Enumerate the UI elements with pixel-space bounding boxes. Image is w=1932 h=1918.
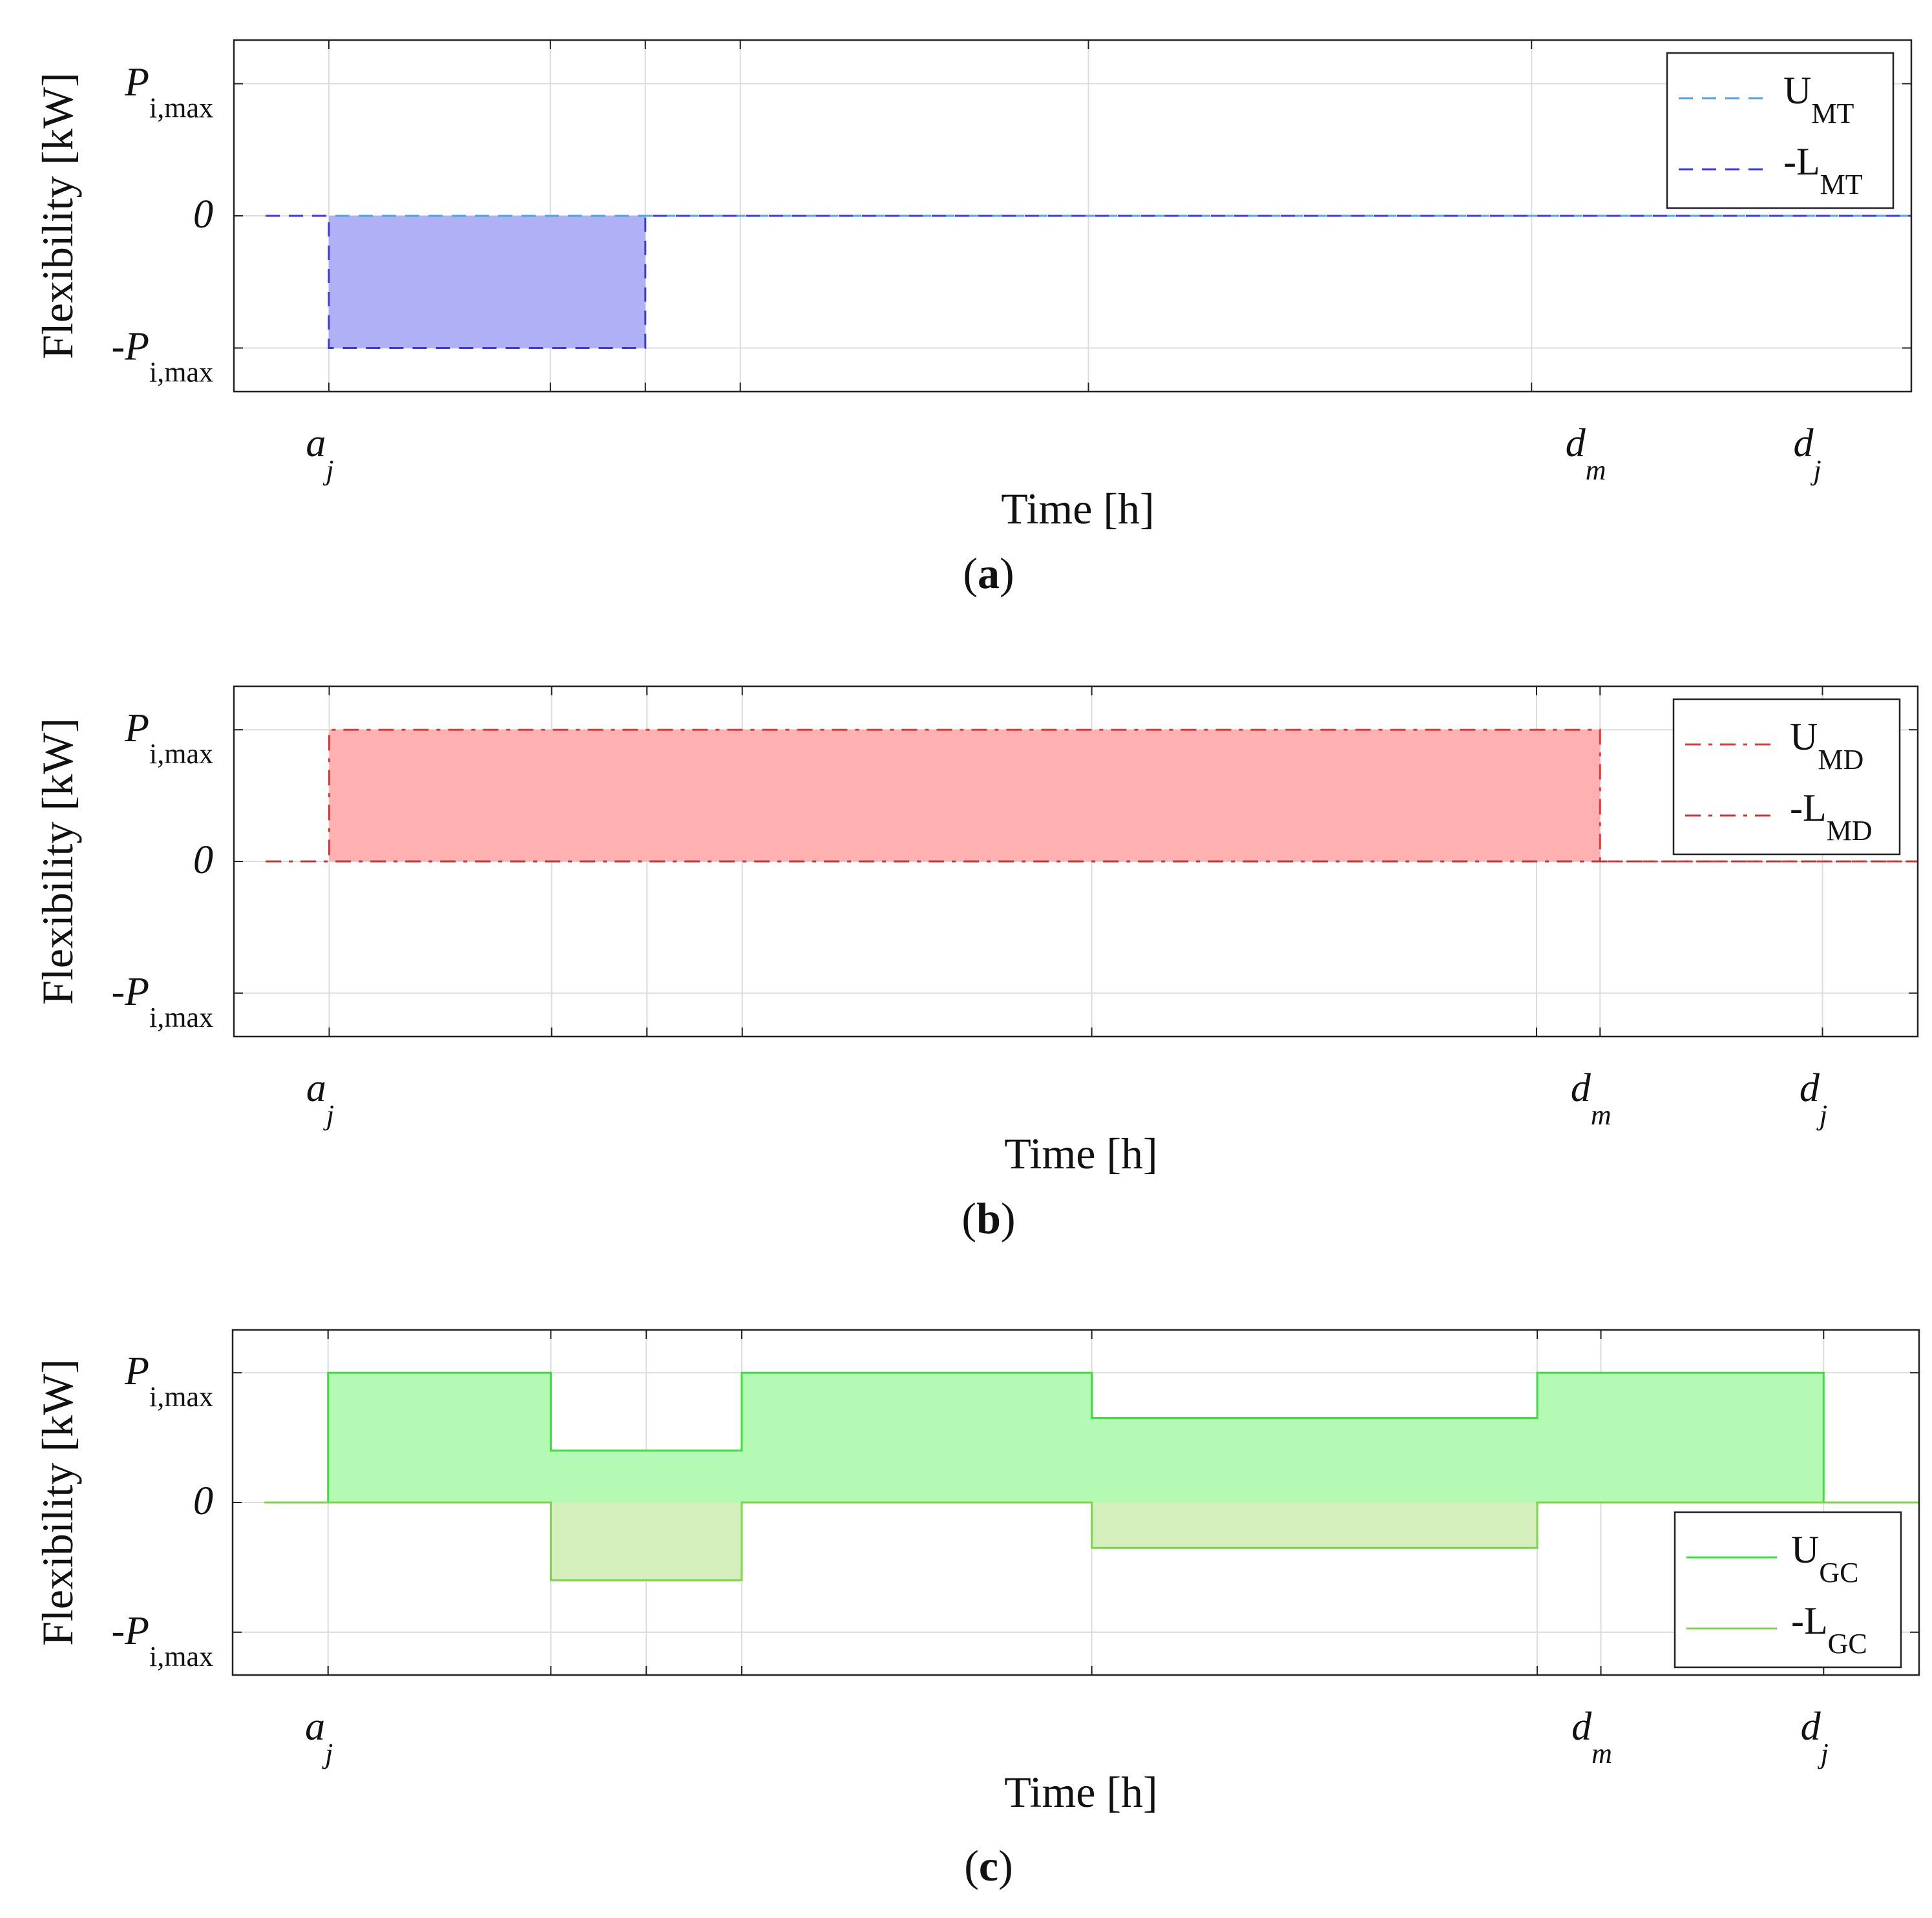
x-tick-label: dm bbox=[1566, 421, 1606, 486]
x-tick-label: dm bbox=[1571, 1066, 1612, 1131]
x-tick-label: aj bbox=[306, 421, 333, 486]
y-tick-label: Pi,max bbox=[124, 1349, 213, 1413]
plot-frame bbox=[233, 39, 1913, 393]
x-axis-title: Time [h] bbox=[1004, 1129, 1157, 1178]
y-tick-label: 0 bbox=[193, 193, 213, 237]
chart-panel-c: Pi,max 0 -Pi,max aj dm dj Time [h] Flexibility … bbox=[33, 1329, 1920, 1890]
legend-label: -LMD bbox=[1790, 786, 1873, 847]
plot-frame bbox=[231, 1329, 1920, 1676]
legend: UMT -LMT bbox=[1666, 52, 1895, 209]
panel-label: (a) bbox=[963, 549, 1014, 598]
chart-panel-a: Pi,max 0 -Pi,max aj dm dj Time [h] Flexibility … bbox=[33, 39, 1913, 598]
x-axis-title: Time [h] bbox=[1001, 484, 1154, 533]
y-axis-title: Flexibility [kW] bbox=[33, 718, 82, 1005]
series-line-c-0 bbox=[264, 1371, 1919, 1504]
legend-label: -LGC bbox=[1791, 1599, 1867, 1660]
series-line-a-1 bbox=[265, 215, 1911, 350]
legend-label: UGC bbox=[1791, 1528, 1858, 1588]
legend-label: -LMT bbox=[1783, 140, 1863, 200]
x-tick-label: dj bbox=[1801, 1705, 1829, 1769]
x-tick-label: aj bbox=[305, 1705, 333, 1769]
y-tick-label: -Pi,max bbox=[111, 325, 213, 388]
x-axis-title: Time [h] bbox=[1004, 1767, 1157, 1817]
legend-box bbox=[1666, 52, 1895, 209]
x-tick-label: dj bbox=[1793, 421, 1821, 486]
series-area-c-1 bbox=[264, 1502, 1919, 1581]
y-axis-title: Flexibility [kW] bbox=[33, 1359, 82, 1646]
series-line-c-1 bbox=[264, 1501, 1919, 1581]
chart-panel-b: Pi,max 0 -Pi,max aj dm dj Time [h] Flexibility … bbox=[33, 685, 1919, 1243]
series-area-c-0 bbox=[264, 1373, 1919, 1502]
y-tick-label: -Pi,max bbox=[111, 1609, 213, 1672]
legend-box bbox=[1674, 1511, 1902, 1669]
panel-label: (c) bbox=[964, 1841, 1013, 1890]
legend-label: UMT bbox=[1783, 69, 1854, 129]
series-area-b-0 bbox=[266, 730, 1918, 861]
y-axis-title: Flexibility [kW] bbox=[33, 72, 82, 359]
y-tick-label: -Pi,max bbox=[111, 970, 213, 1033]
legend-label: UMD bbox=[1790, 715, 1864, 775]
x-tick-label: dj bbox=[1800, 1066, 1827, 1131]
y-tick-label: Pi,max bbox=[124, 706, 213, 770]
x-tick-label: aj bbox=[306, 1066, 334, 1131]
panel-label: (b) bbox=[961, 1194, 1015, 1243]
y-tick-label: Pi,max bbox=[124, 60, 213, 123]
y-tick-label: 0 bbox=[193, 1479, 213, 1523]
series-area-a-1 bbox=[265, 216, 1911, 348]
x-tick-label: dm bbox=[1571, 1705, 1612, 1769]
plot-frame bbox=[233, 685, 1919, 1038]
legend: UGC -LGC bbox=[1674, 1511, 1902, 1669]
legend-box bbox=[1672, 698, 1901, 856]
legend: UMD -LMD bbox=[1672, 698, 1901, 856]
y-tick-label: 0 bbox=[193, 838, 213, 882]
